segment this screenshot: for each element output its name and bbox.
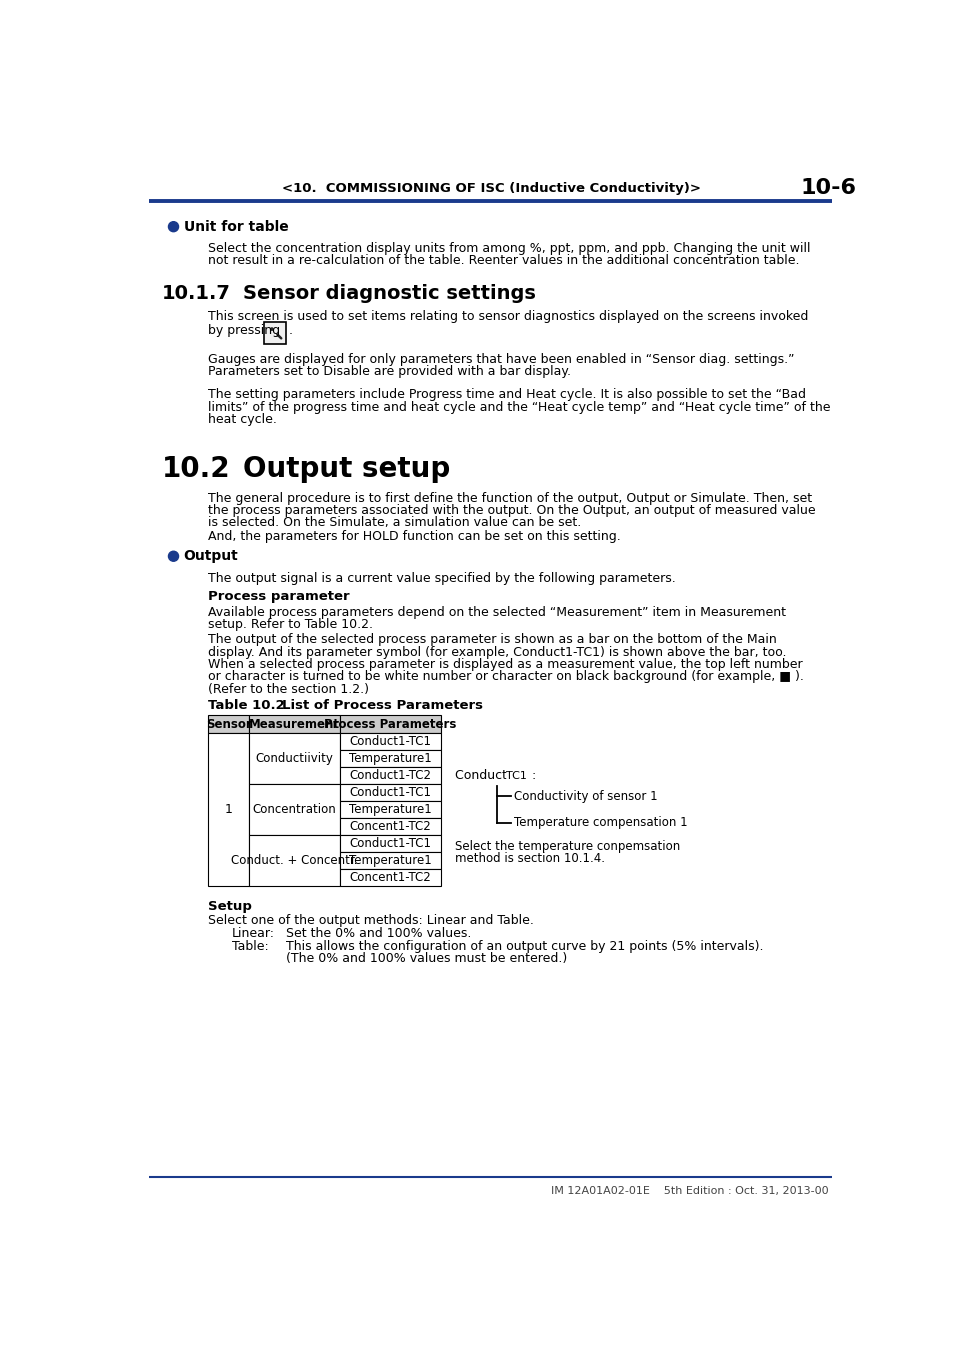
Text: heat cycle.: heat cycle. — [208, 413, 277, 427]
Text: IM 12A01A02-01E    5th Edition : Oct. 31, 2013-00: IM 12A01A02-01E 5th Edition : Oct. 31, 2… — [550, 1185, 827, 1196]
Bar — [249, 836, 340, 886]
Text: Select the concentration display units from among %, ppt, ppm, and ppb. Changing: Select the concentration display units f… — [208, 242, 810, 255]
Text: limits” of the progress time and heat cycle and the “Heat cycle temp” and “Heat : limits” of the progress time and heat cy… — [208, 401, 830, 413]
Text: Temperature1: Temperature1 — [349, 803, 432, 815]
Bar — [340, 818, 440, 836]
Bar — [340, 733, 440, 751]
Text: <10.  COMMISSIONING OF ISC (Inductive Conductivity)>: <10. COMMISSIONING OF ISC (Inductive Con… — [281, 182, 700, 194]
Text: Sensor diagnostic settings: Sensor diagnostic settings — [243, 284, 536, 302]
Text: Process Parameters: Process Parameters — [324, 718, 456, 730]
Text: by pressing: by pressing — [208, 324, 280, 336]
Text: not result in a re-calculation of the table. Reenter values in the additional co: not result in a re-calculation of the ta… — [208, 254, 799, 267]
Bar — [340, 869, 440, 886]
Text: Process parameter: Process parameter — [208, 590, 350, 603]
Text: the process parameters associated with the output. On the Output, an output of m: the process parameters associated with t… — [208, 504, 815, 517]
Text: 10.1.7: 10.1.7 — [162, 284, 231, 302]
Text: or character is turned to be white number or character on black background (for : or character is turned to be white numbe… — [208, 670, 803, 683]
Text: List of Process Parameters: List of Process Parameters — [282, 699, 482, 713]
Text: Select one of the output methods: Linear and Table.: Select one of the output methods: Linear… — [208, 914, 534, 926]
Text: Available process parameters depend on the selected “Measurement” item in Measur: Available process parameters depend on t… — [208, 606, 785, 618]
Circle shape — [271, 328, 273, 331]
Text: is selected. On the Simulate, a simulation value can be set.: is selected. On the Simulate, a simulati… — [208, 516, 581, 529]
Text: Concent1-TC2: Concent1-TC2 — [349, 871, 431, 884]
Text: Unit for table: Unit for table — [183, 220, 288, 234]
Text: Table 10.2: Table 10.2 — [208, 699, 285, 713]
Circle shape — [169, 221, 178, 232]
Bar — [249, 784, 340, 836]
Text: Conductivity of sensor 1: Conductivity of sensor 1 — [514, 790, 658, 803]
Circle shape — [506, 765, 526, 786]
Bar — [340, 767, 440, 784]
Text: When a selected process parameter is displayed as a measurement value, the top l: When a selected process parameter is dis… — [208, 657, 802, 671]
Text: Table:: Table: — [232, 940, 268, 953]
Text: And, the parameters for HOLD function can be set on this setting.: And, the parameters for HOLD function ca… — [208, 531, 620, 543]
Bar — [249, 716, 340, 733]
Text: Select the temperature conpemsation: Select the temperature conpemsation — [455, 840, 679, 853]
Text: (Refer to the section 1.2.): (Refer to the section 1.2.) — [208, 683, 369, 695]
Text: The setting parameters include Progress time and Heat cycle. It is also possible: The setting parameters include Progress … — [208, 389, 805, 401]
Bar — [340, 836, 440, 852]
FancyBboxPatch shape — [264, 323, 286, 344]
Text: Conduct1-TC1: Conduct1-TC1 — [349, 786, 431, 799]
Text: The output of the selected process parameter is shown as a bar on the bottom of : The output of the selected process param… — [208, 633, 777, 647]
Text: Gauges are displayed for only parameters that have been enabled in “Sensor diag.: Gauges are displayed for only parameters… — [208, 352, 794, 366]
Text: Measurement: Measurement — [249, 718, 339, 730]
Bar — [340, 716, 440, 733]
Text: The output signal is a current value specified by the following parameters.: The output signal is a current value spe… — [208, 571, 676, 585]
Text: .: . — [288, 324, 292, 336]
Text: Conduct1-TC1: Conduct1-TC1 — [349, 736, 431, 748]
Text: Parameters set to Disable are provided with a bar display.: Parameters set to Disable are provided w… — [208, 366, 571, 378]
Text: method is section 10.1.4.: method is section 10.1.4. — [455, 852, 604, 865]
Text: 1: 1 — [224, 803, 233, 815]
Text: :: : — [528, 769, 537, 782]
Text: Concentration: Concentration — [253, 803, 335, 815]
Text: 10.2: 10.2 — [162, 455, 231, 482]
Text: This allows the configuration of an output curve by 21 points (5% intervals).: This allows the configuration of an outp… — [286, 940, 762, 953]
Bar — [340, 751, 440, 767]
Text: The general procedure is to first define the function of the output, Output or S: The general procedure is to first define… — [208, 491, 812, 505]
Text: Concent1-TC2: Concent1-TC2 — [349, 819, 431, 833]
Bar — [340, 852, 440, 869]
Bar — [208, 716, 249, 733]
Text: Temperature compensation 1: Temperature compensation 1 — [514, 817, 687, 829]
Text: Conduct. + Concentr.: Conduct. + Concentr. — [231, 855, 357, 867]
Text: (The 0% and 100% values must be entered.): (The 0% and 100% values must be entered.… — [286, 952, 566, 965]
Text: Conduct1 -: Conduct1 - — [455, 769, 522, 782]
Text: Output setup: Output setup — [243, 455, 450, 482]
Text: display. And its parameter symbol (for example, Conduct1-TC1) is shown above the: display. And its parameter symbol (for e… — [208, 645, 786, 659]
Text: Linear:: Linear: — [232, 927, 274, 941]
Bar — [340, 784, 440, 801]
Text: Temperature1: Temperature1 — [349, 752, 432, 765]
Bar — [208, 733, 249, 886]
Text: 10-6: 10-6 — [800, 178, 856, 198]
Text: TC1: TC1 — [506, 771, 527, 780]
Circle shape — [169, 551, 178, 562]
Text: Sensor: Sensor — [206, 718, 252, 730]
Text: Output: Output — [183, 549, 238, 563]
Text: setup. Refer to Table 10.2.: setup. Refer to Table 10.2. — [208, 618, 373, 630]
Text: Set the 0% and 100% values.: Set the 0% and 100% values. — [286, 927, 471, 941]
Text: This screen is used to set items relating to sensor diagnostics displayed on the: This screen is used to set items relatin… — [208, 310, 808, 323]
Text: Setup: Setup — [208, 899, 252, 913]
Bar — [340, 801, 440, 818]
Text: Conduct1-TC2: Conduct1-TC2 — [349, 769, 431, 782]
Text: Temperature1: Temperature1 — [349, 855, 432, 867]
Text: Conductiivity: Conductiivity — [255, 752, 333, 765]
Text: Conduct1-TC1: Conduct1-TC1 — [349, 837, 431, 850]
Bar — [249, 733, 340, 784]
